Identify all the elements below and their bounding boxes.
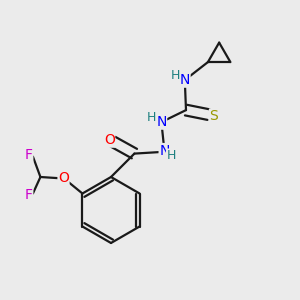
Text: H: H: [147, 111, 157, 124]
Text: H: H: [166, 149, 176, 162]
Text: S: S: [209, 109, 218, 123]
Text: H: H: [170, 69, 180, 82]
Text: F: F: [25, 188, 33, 202]
Text: O: O: [104, 133, 115, 147]
Text: N: N: [180, 73, 190, 87]
Text: N: N: [156, 115, 167, 129]
Text: O: O: [58, 172, 69, 185]
Text: F: F: [25, 148, 33, 162]
Text: N: N: [159, 144, 170, 158]
